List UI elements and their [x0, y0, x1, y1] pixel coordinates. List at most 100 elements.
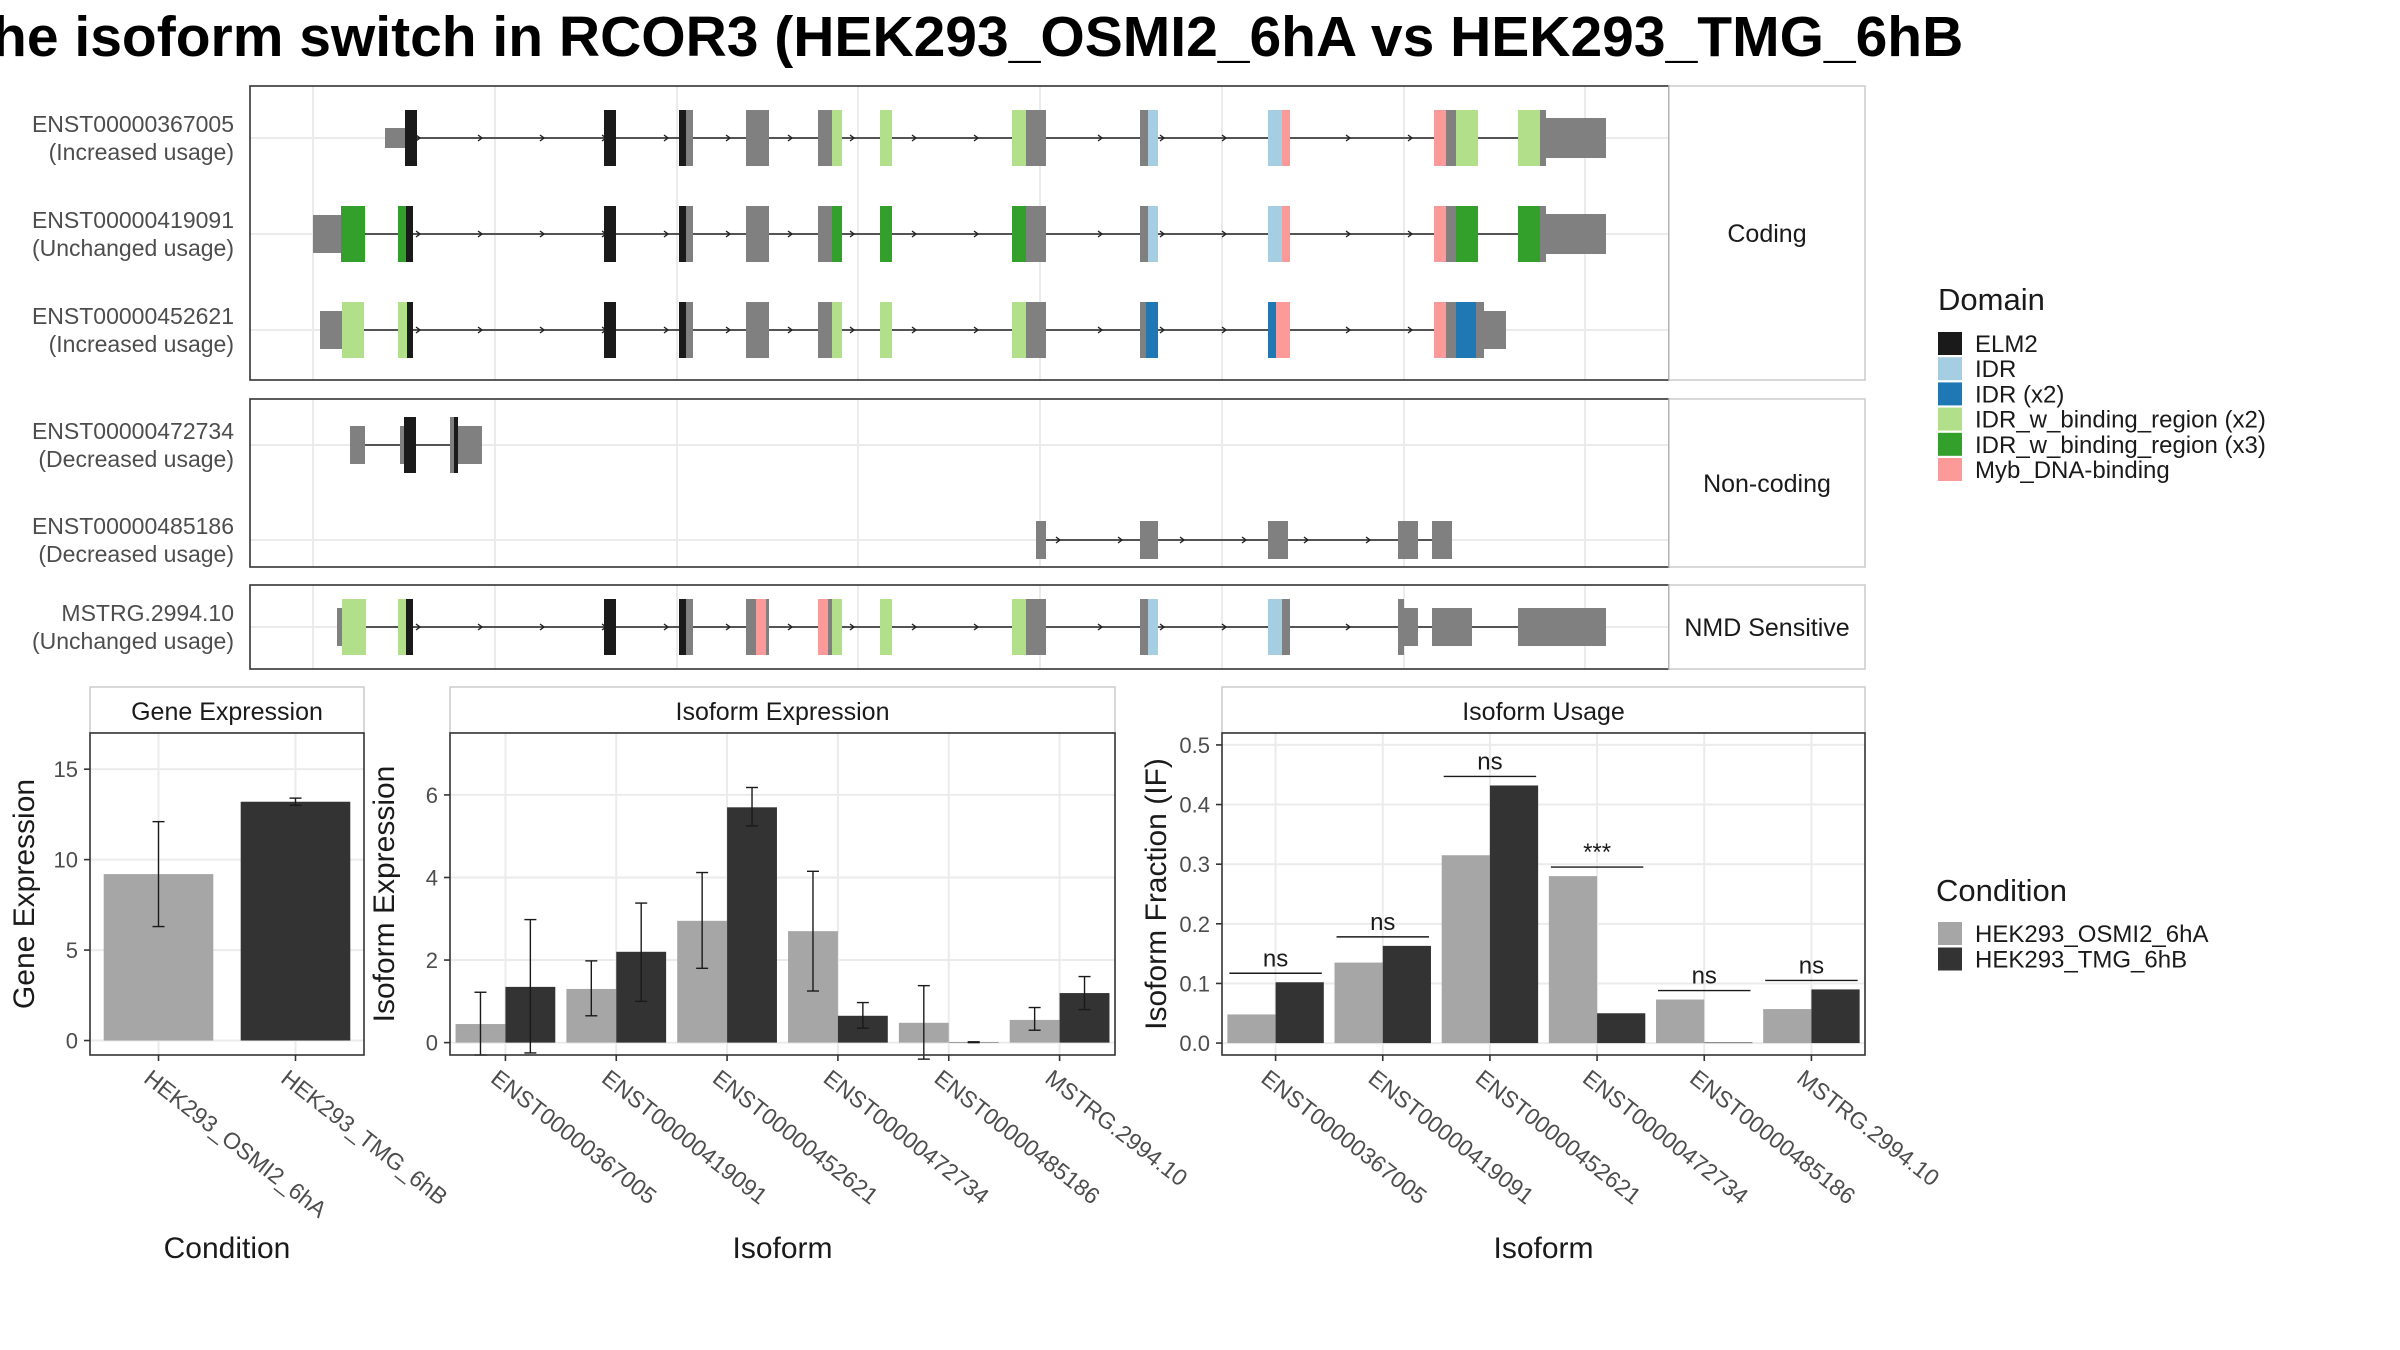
condition-legend-label: HEK293_TMG_6hB — [1975, 947, 2187, 974]
domain-block — [832, 206, 842, 262]
strand-arrow — [1221, 134, 1228, 142]
domain-block — [1012, 599, 1026, 655]
strand-arrow — [415, 623, 422, 631]
strand-arrow — [539, 230, 546, 238]
exon-block — [350, 426, 365, 464]
strand-arrow — [787, 623, 794, 631]
strand-arrow — [1303, 536, 1310, 544]
domain-legend-label: IDR_w_binding_region (x3) — [1975, 432, 2266, 459]
exon-block — [746, 599, 756, 655]
strand-arrow — [415, 326, 422, 334]
strand-arrow — [1055, 536, 1062, 544]
exon-block — [818, 302, 832, 358]
strand-arrow — [1179, 536, 1186, 544]
domain-block — [398, 206, 406, 262]
domain-legend-swatch — [1938, 357, 1962, 381]
significance-label: *** — [1583, 839, 1611, 866]
exon-block — [1398, 599, 1404, 655]
domain-block — [756, 599, 766, 655]
domain-block — [604, 302, 616, 358]
exon-block — [1140, 521, 1158, 559]
strand-arrow — [973, 134, 980, 142]
domain-block — [1148, 206, 1158, 262]
y-tick-label: 0.0 — [1179, 1031, 1210, 1056]
bar — [1656, 999, 1705, 1044]
bar — [1009, 1019, 1060, 1043]
y-axis-title: Isoform Expression — [368, 766, 401, 1023]
domain-block — [1268, 599, 1282, 655]
exon-block — [1540, 206, 1546, 262]
strand-arrow — [725, 326, 732, 334]
domain-block — [1282, 206, 1290, 262]
y-tick-label: 0 — [426, 1031, 438, 1056]
bar — [1334, 962, 1383, 1044]
domain-block — [1456, 206, 1478, 262]
exon-block — [1036, 521, 1046, 559]
exon-block — [1026, 599, 1046, 655]
domain-block — [1462, 302, 1476, 358]
strand-arrow — [663, 230, 670, 238]
exon-block — [1398, 521, 1418, 559]
exon-block — [320, 311, 342, 349]
strand-arrow — [911, 326, 918, 334]
chart-title-strip — [89, 686, 365, 734]
domain-block — [679, 110, 686, 166]
domain-block — [1276, 302, 1290, 358]
y-tick-label: 0.5 — [1179, 733, 1210, 758]
y-axis-title: Gene Expression — [8, 779, 41, 1009]
condition-legend-swatch — [1938, 947, 1962, 971]
domain-block — [604, 599, 616, 655]
exon-block — [818, 206, 832, 262]
strand-arrow — [849, 134, 856, 142]
exon-block — [1476, 302, 1484, 358]
strand-arrow — [663, 623, 670, 631]
significance-label: ns — [1370, 909, 1395, 936]
strand-arrow — [1221, 230, 1228, 238]
exon-block — [1140, 110, 1148, 166]
exon-block — [766, 599, 769, 655]
bar — [1382, 945, 1431, 1044]
isoform-status-label: (Unchanged usage) — [32, 235, 234, 261]
strand-arrow — [539, 134, 546, 142]
condition-legend-swatch — [1938, 922, 1962, 945]
domain-block — [341, 206, 365, 262]
isoform-status-label: (Increased usage) — [49, 139, 234, 165]
transcript-track — [320, 302, 1506, 358]
domain-block — [405, 110, 417, 166]
chart-panel: Isoform Usage0.00.10.20.30.40.5nsENST000… — [1140, 686, 1944, 1265]
y-tick-label: 6 — [426, 783, 438, 808]
chart-title-strip — [449, 686, 1116, 734]
isoform-id-label: ENST00000452621 — [32, 303, 234, 329]
domain-block — [454, 417, 458, 473]
exon-block — [1484, 311, 1506, 349]
bar — [1227, 1014, 1276, 1044]
exon-block — [686, 206, 693, 262]
exon-block — [337, 608, 342, 646]
domain-block — [1012, 302, 1026, 358]
bar — [1811, 989, 1860, 1044]
exon-block — [1446, 206, 1456, 262]
isoform-status-label: (Decreased usage) — [38, 541, 234, 567]
bar — [727, 807, 777, 1043]
domain-block — [398, 599, 406, 655]
domain-legend-swatch — [1938, 382, 1962, 406]
strand-arrow — [539, 326, 546, 334]
y-tick-label: 4 — [426, 865, 438, 890]
exon-block — [1446, 110, 1456, 166]
chart-title: Gene Expression — [131, 698, 323, 726]
significance-label: ns — [1799, 952, 1824, 979]
domain-block — [342, 302, 364, 358]
exon-block — [1540, 110, 1546, 166]
domain-block — [1148, 110, 1158, 166]
gene-panel-background — [250, 399, 1669, 567]
strand-arrow — [477, 230, 484, 238]
strand-arrow — [911, 623, 918, 631]
chart-panel: Isoform Expression0246ENST00000367005ENS… — [368, 686, 1193, 1265]
plot-border — [1221, 732, 1866, 1056]
domain-legend-swatch — [1938, 407, 1962, 431]
x-axis-title: Isoform — [1493, 1232, 1593, 1265]
exon-block — [1026, 206, 1046, 262]
exon-block — [458, 426, 482, 464]
strand-arrow — [849, 623, 856, 631]
